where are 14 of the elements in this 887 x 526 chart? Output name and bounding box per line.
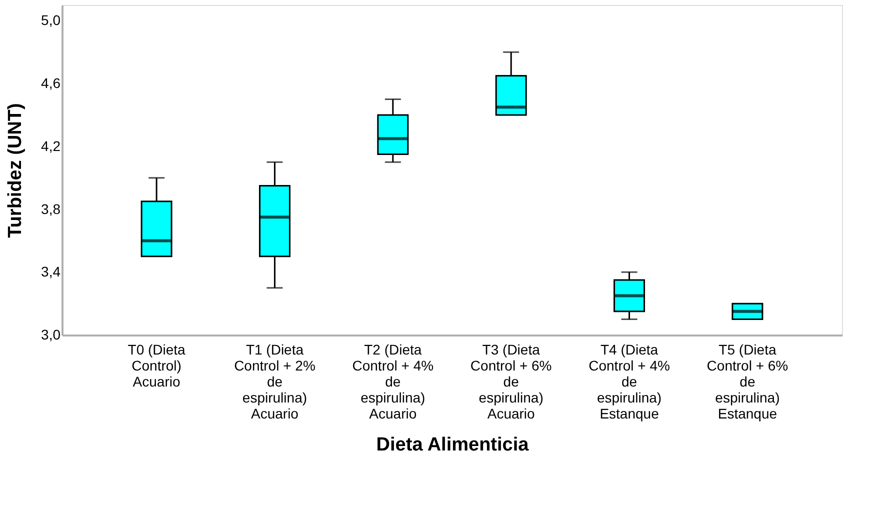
- y-tick-label: 3,0: [41, 326, 61, 342]
- y-tick-label: 5,0: [41, 12, 61, 28]
- y-tick-label: 4,6: [41, 75, 61, 92]
- x-tick-label: T3 (Dieta Control + 6% de espirulina) Acuario: [470, 342, 552, 422]
- x-tick-label: T5 (Dieta Control + 6% de espirulina) Estanque: [706, 342, 788, 422]
- y-tick-label: 3,8: [41, 200, 61, 217]
- y-axis-title: Turbidez (UNT): [5, 103, 26, 238]
- y-tick-label: 4,2: [41, 138, 61, 154]
- x-tick-label: T2 (Dieta Control + 4% de espirulina) Acuario: [352, 342, 434, 422]
- x-tick-label: T4 (Dieta Control + 4% de espirulina) Estanque: [588, 342, 670, 422]
- x-axis-title: Dieta Alimenticia: [376, 434, 530, 456]
- x-tick-label: T1 (Dieta Control + 2% de espirulina) Acuario: [234, 342, 316, 422]
- y-tick-label: 3,4: [41, 264, 61, 280]
- x-tick-label: T0 (Dieta Control) Acuario: [128, 342, 186, 390]
